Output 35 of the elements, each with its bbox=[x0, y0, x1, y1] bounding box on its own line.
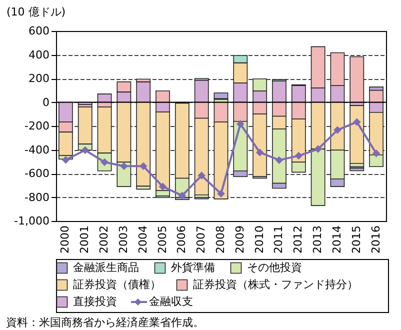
y-axis-title: (10 億ドル) bbox=[6, 6, 66, 18]
x-tick-label: 2001 bbox=[78, 226, 92, 254]
x-tick-label: 2003 bbox=[116, 226, 130, 254]
legend-label: 金融派生商品 bbox=[73, 261, 139, 274]
y-tick-label: 600 bbox=[28, 24, 50, 38]
y-tick-label: -600 bbox=[24, 167, 50, 180]
x-tick-label: 2010 bbox=[252, 226, 266, 254]
y-tick-label: -200 bbox=[24, 120, 50, 132]
x-tick-label: 2007 bbox=[194, 226, 208, 254]
x-tick-label: 2004 bbox=[136, 226, 150, 254]
y-tick-label: 0 bbox=[42, 96, 50, 109]
legend-label: 証券投資（株式・ファンド持分） bbox=[193, 278, 358, 291]
x-tick-label: 2002 bbox=[98, 226, 111, 254]
y-tick-label: 200 bbox=[28, 72, 50, 85]
legend-label: 直接投資 bbox=[73, 295, 117, 308]
x-tick-label: 2000 bbox=[58, 226, 72, 254]
x-tick-label: 2006 bbox=[175, 226, 188, 254]
x-tick-label: 2015 bbox=[350, 226, 363, 254]
x-tick-label: 2005 bbox=[156, 226, 169, 254]
x-tick-label: 2009 bbox=[233, 226, 246, 254]
y-tick-label: -800 bbox=[24, 190, 50, 204]
y-tick-label: -1,000 bbox=[14, 214, 50, 228]
x-tick-label: 2012 bbox=[292, 226, 305, 254]
legend-label: 外貨準備 bbox=[171, 261, 215, 274]
x-tick-label: 2011 bbox=[272, 226, 286, 254]
x-tick-label: 2014 bbox=[330, 226, 344, 254]
x-tick-label: 2013 bbox=[311, 226, 324, 254]
x-tick-label: 2016 bbox=[369, 226, 382, 254]
text: 資料：米国商務省から経済産業省作成。 bbox=[6, 316, 204, 329]
legend-label: その他投資 bbox=[247, 261, 302, 274]
y-tick-label: 400 bbox=[28, 48, 50, 62]
y-tick-label: -400 bbox=[24, 143, 50, 156]
x-tick-label: 2008 bbox=[214, 226, 227, 254]
legend-label: 金融収支 bbox=[149, 295, 193, 308]
legend-label: 証券投資（債権） bbox=[73, 278, 161, 291]
